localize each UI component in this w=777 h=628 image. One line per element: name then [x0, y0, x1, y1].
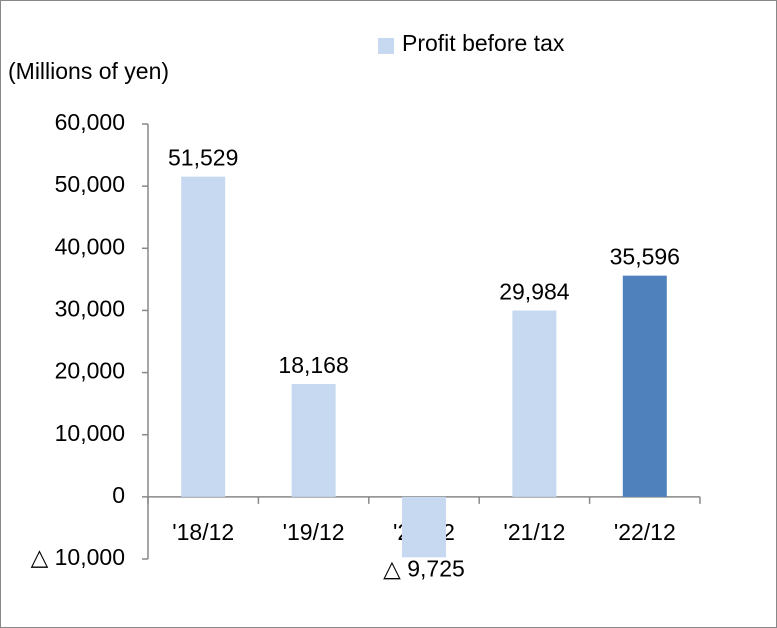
x-tick-label: '19/12	[283, 519, 345, 545]
x-tick-label: '22/12	[614, 519, 676, 545]
x-tick-label: '18/12	[172, 519, 234, 545]
y-tick-label: 60,000	[55, 109, 125, 135]
value-label: △ 9,725	[383, 555, 465, 581]
value-label: 51,529	[168, 145, 238, 171]
value-label: 29,984	[499, 279, 570, 305]
legend-swatch	[378, 38, 394, 54]
y-tick-label: 10,000	[55, 420, 125, 446]
y-tick-label: △ 10,000	[31, 544, 125, 570]
bar	[402, 496, 446, 558]
bar	[181, 176, 226, 497]
y-tick-label: 40,000	[55, 233, 125, 259]
bar	[512, 310, 557, 497]
y-tick-label: 50,000	[55, 171, 125, 197]
value-label: 35,596	[610, 244, 680, 270]
y-tick-label: 20,000	[55, 358, 125, 384]
value-label: 18,168	[278, 352, 348, 378]
bar	[291, 383, 336, 497]
y-tick-label: 0	[112, 482, 125, 508]
y-tick-label: 30,000	[55, 296, 125, 322]
x-tick-label: '21/12	[503, 519, 565, 545]
y-axis-label: (Millions of yen)	[8, 58, 169, 84]
legend-label: Profit before tax	[402, 30, 565, 56]
bar	[622, 275, 667, 497]
